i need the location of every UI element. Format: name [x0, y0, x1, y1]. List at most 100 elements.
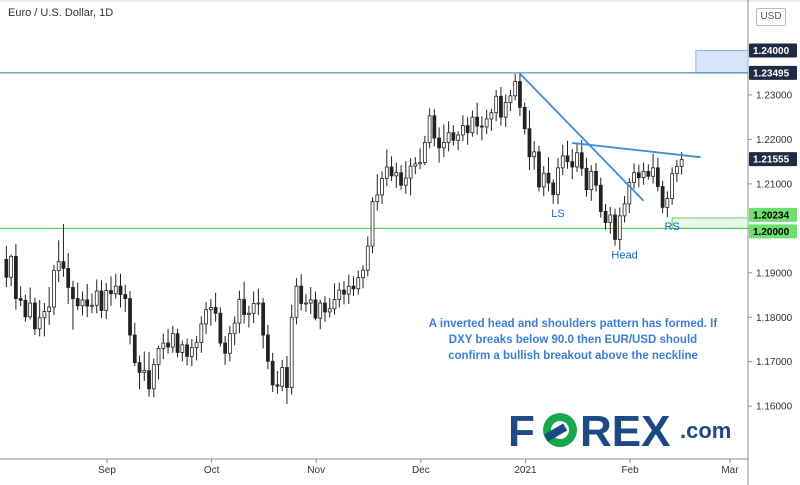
candle-body: [223, 342, 227, 354]
candle-body: [541, 172, 546, 188]
candle-body: [446, 132, 451, 143]
candle-body: [323, 302, 327, 313]
candle-body: [185, 344, 189, 357]
candle-body: [356, 277, 361, 290]
candle-body: [408, 165, 413, 179]
candle-body: [518, 81, 522, 108]
candle-body: [18, 298, 23, 301]
candle-body: [456, 134, 460, 141]
candle-body: [189, 347, 194, 357]
candle-body: [570, 161, 575, 168]
candle-body: [427, 115, 432, 143]
candle-body: [147, 370, 151, 390]
time-tick-label: Feb: [621, 465, 639, 476]
pattern-label-head: Head: [611, 250, 637, 262]
price-tags-layer: 1.24000 1.23495 1.21555 1.20234 1.20000: [749, 43, 797, 239]
candle-body: [180, 344, 185, 353]
candle-body: [603, 211, 608, 223]
candle-body: [318, 302, 323, 319]
candle-body: [484, 118, 489, 128]
candle-body: [646, 171, 651, 177]
trendline-0: [519, 72, 645, 202]
candle-body: [313, 299, 318, 319]
candle-body: [4, 259, 9, 278]
candle-body: [52, 270, 56, 308]
candle-body: [441, 142, 446, 149]
candle-body: [522, 106, 527, 130]
candle-body: [399, 172, 403, 186]
price-tick-label: 1.18000: [756, 313, 793, 324]
pattern-labels-layer: LS Head RS: [551, 208, 680, 262]
candle-body: [579, 152, 584, 169]
candle-body: [118, 285, 123, 295]
candle-body: [304, 302, 308, 305]
price-tick-label: 1.21000: [756, 179, 793, 190]
candle-body: [617, 215, 622, 240]
price-tick-label: 1.22000: [756, 135, 793, 146]
time-tick-label: 2021: [514, 465, 537, 476]
candle-body: [132, 334, 137, 364]
candle-body: [308, 299, 313, 304]
logo-o-icon: [543, 413, 577, 447]
trendlines-layer: [519, 72, 701, 202]
candle-body: [204, 309, 208, 325]
candle-body: [237, 299, 242, 324]
logo-letters-rex: REX: [580, 407, 670, 454]
candle-body: [156, 347, 161, 365]
candle-body: [280, 367, 285, 387]
candle-body: [394, 172, 399, 177]
price-tag-bg: [749, 43, 797, 58]
candle-body: [161, 342, 166, 349]
candle-body: [270, 360, 275, 386]
candle-body: [175, 333, 180, 353]
candle-body: [537, 151, 541, 188]
time-tick-label: Dec: [412, 465, 430, 476]
candle-body: [527, 128, 532, 158]
time-tick-label: Mar: [721, 465, 739, 476]
candle-body: [384, 166, 389, 179]
candle-body: [151, 363, 156, 390]
candle-body: [508, 95, 513, 103]
candle-body: [532, 151, 537, 158]
candle-body: [418, 162, 422, 165]
pattern-label-rs: RS: [664, 221, 679, 233]
price-tag-label: 1.23495: [753, 68, 790, 79]
candle-body: [437, 137, 441, 149]
candle-body: [199, 323, 204, 344]
candle-body: [670, 173, 674, 199]
candle-body: [232, 322, 237, 335]
pattern-label-ls: LS: [551, 208, 564, 220]
currency-selector[interactable]: USD: [756, 8, 786, 26]
candle-body: [608, 214, 613, 223]
price-tick-label: 1.17000: [756, 357, 793, 368]
price-tick-label: 1.23000: [756, 90, 793, 101]
candle-body: [33, 302, 37, 330]
forex-logo: F REX .com: [508, 407, 731, 454]
candle-body: [489, 112, 494, 120]
candle-body: [208, 307, 213, 311]
candle-body: [375, 194, 380, 203]
candle-body: [503, 102, 508, 118]
candle-body: [194, 342, 199, 348]
candle-body: [242, 299, 247, 315]
candle-body: [47, 306, 52, 312]
candle-body: [613, 214, 617, 240]
candle-body: [589, 171, 594, 191]
candle-body: [370, 201, 375, 247]
candle-body: [251, 303, 256, 314]
price-tag-label: 1.21555: [753, 155, 790, 166]
candle-body: [332, 299, 337, 310]
candle-body: [299, 285, 304, 304]
candle-body: [342, 289, 346, 295]
price-tick-label: 1.16000: [756, 402, 793, 413]
logo-letter-f: F: [508, 407, 535, 454]
time-tick-label: Sep: [98, 465, 116, 476]
candle-body: [23, 299, 28, 318]
trendline-1: [572, 142, 701, 159]
candle-body: [389, 166, 394, 177]
candle-body: [546, 172, 551, 184]
candle-body: [166, 342, 170, 348]
